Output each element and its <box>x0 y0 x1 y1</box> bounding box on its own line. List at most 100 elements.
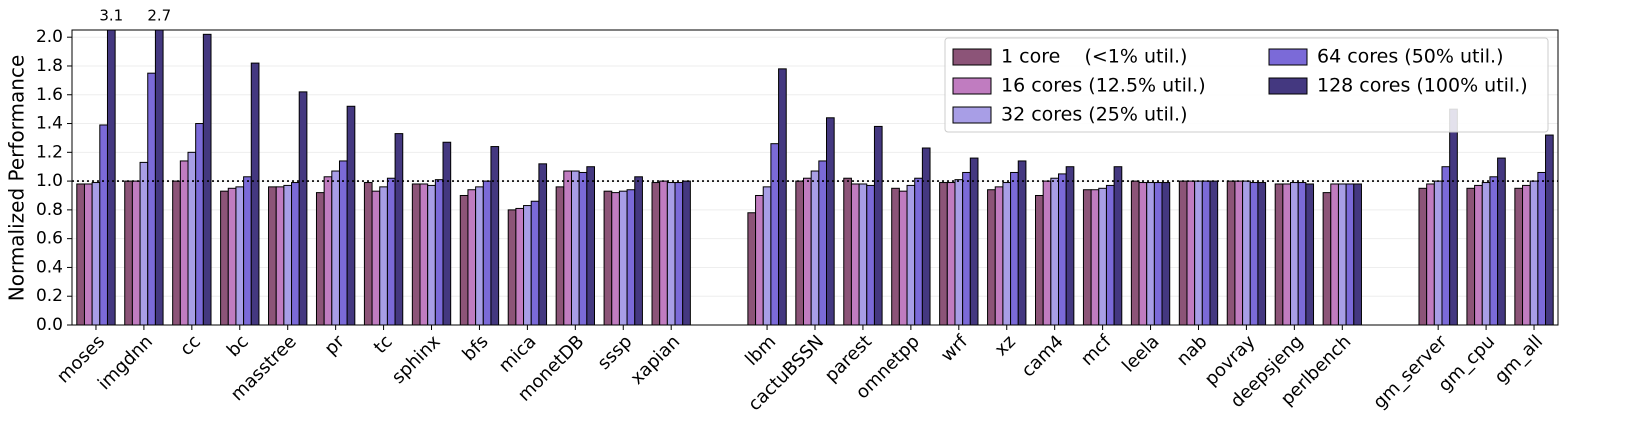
y-tick-label: 1.8 <box>36 56 63 76</box>
bar <box>1529 180 1539 325</box>
x-tick-label: xz <box>991 331 1020 360</box>
x-tick-label: bc <box>223 331 253 361</box>
bar <box>891 187 900 325</box>
bar <box>235 186 245 325</box>
x-tick-label: xapian <box>627 331 685 389</box>
bar <box>858 183 868 325</box>
bar <box>523 205 532 325</box>
bar <box>1337 183 1347 325</box>
bar <box>906 184 916 325</box>
x-tick-label: cc <box>176 331 205 360</box>
x-tick-label: lbm <box>741 331 780 370</box>
bar <box>482 180 492 325</box>
bar <box>674 182 684 325</box>
bar <box>762 186 772 325</box>
y-tick-label: 0.2 <box>36 286 63 306</box>
bar <box>227 187 237 325</box>
bar <box>195 123 204 325</box>
bar <box>810 170 820 325</box>
bar <box>1449 108 1458 325</box>
bar <box>83 183 93 325</box>
x-tick-label: leela <box>1118 331 1163 376</box>
bar <box>1065 166 1075 325</box>
bar <box>268 186 277 325</box>
y-axis-label: Normalized Performance <box>5 55 29 302</box>
bar <box>555 186 565 325</box>
bar <box>1042 180 1052 325</box>
bar <box>954 179 964 325</box>
bar <box>179 160 189 325</box>
bar <box>386 177 396 325</box>
y-tick-label: 0.0 <box>36 315 63 335</box>
bar <box>914 177 923 325</box>
bar <box>1282 183 1292 325</box>
bar <box>634 176 643 325</box>
bar <box>323 176 333 325</box>
bar <box>1209 180 1219 325</box>
bar <box>770 143 780 325</box>
x-tick-label: sssp <box>594 331 637 374</box>
legend-swatch <box>952 77 992 95</box>
bar <box>873 125 883 325</box>
bar <box>795 180 804 325</box>
bar <box>530 200 540 325</box>
bar <box>921 147 931 325</box>
bar <box>427 184 436 325</box>
bar <box>802 177 812 325</box>
bar <box>1090 189 1100 325</box>
x-tick-label: tc <box>370 331 397 358</box>
bar <box>131 180 141 325</box>
bar <box>850 183 860 325</box>
bar <box>338 160 348 325</box>
legend-box <box>944 37 1549 133</box>
y-tick-label: 0.6 <box>36 229 63 249</box>
bar <box>490 146 500 325</box>
bar <box>1297 182 1307 325</box>
bar <box>394 133 404 325</box>
bar <box>898 190 908 325</box>
bar <box>371 190 381 325</box>
y-tick-label: 1.4 <box>36 114 63 134</box>
bar <box>139 161 149 325</box>
bar <box>411 183 421 325</box>
bar <box>747 212 757 325</box>
bar <box>1234 180 1244 325</box>
bar <box>442 141 452 325</box>
legend-swatch <box>952 106 992 124</box>
bar <box>298 91 308 325</box>
bar <box>1082 189 1092 325</box>
bar <box>283 184 293 325</box>
legend-swatch <box>1268 77 1308 95</box>
bar <box>603 190 613 325</box>
bar <box>843 177 852 325</box>
y-tick-label: 0.8 <box>36 200 63 220</box>
bar <box>578 171 588 325</box>
bar <box>1186 180 1196 325</box>
bar <box>154 30 164 325</box>
bar <box>467 189 477 325</box>
bar <box>220 190 229 325</box>
bar <box>172 180 181 325</box>
bar <box>1153 182 1163 325</box>
bar <box>1130 180 1140 325</box>
bar <box>1226 180 1236 325</box>
bar <box>99 124 108 325</box>
bar <box>315 192 325 325</box>
bar <box>1257 182 1267 325</box>
bar <box>475 186 484 325</box>
bar <box>1146 182 1155 325</box>
bar <box>1201 180 1211 325</box>
legend-label: 64 cores (50% util.) <box>1317 46 1504 68</box>
bar <box>363 182 373 325</box>
bar <box>586 166 595 325</box>
bar <box>651 182 661 325</box>
bar <box>1017 160 1027 325</box>
bar <box>243 176 252 325</box>
bar <box>987 189 996 325</box>
x-tick-label: mcf <box>1077 331 1116 370</box>
bar <box>106 30 116 325</box>
bar <box>1274 183 1284 325</box>
bar <box>818 160 828 325</box>
bar <box>1242 180 1251 325</box>
x-tick-label: gm_all <box>1491 331 1548 388</box>
